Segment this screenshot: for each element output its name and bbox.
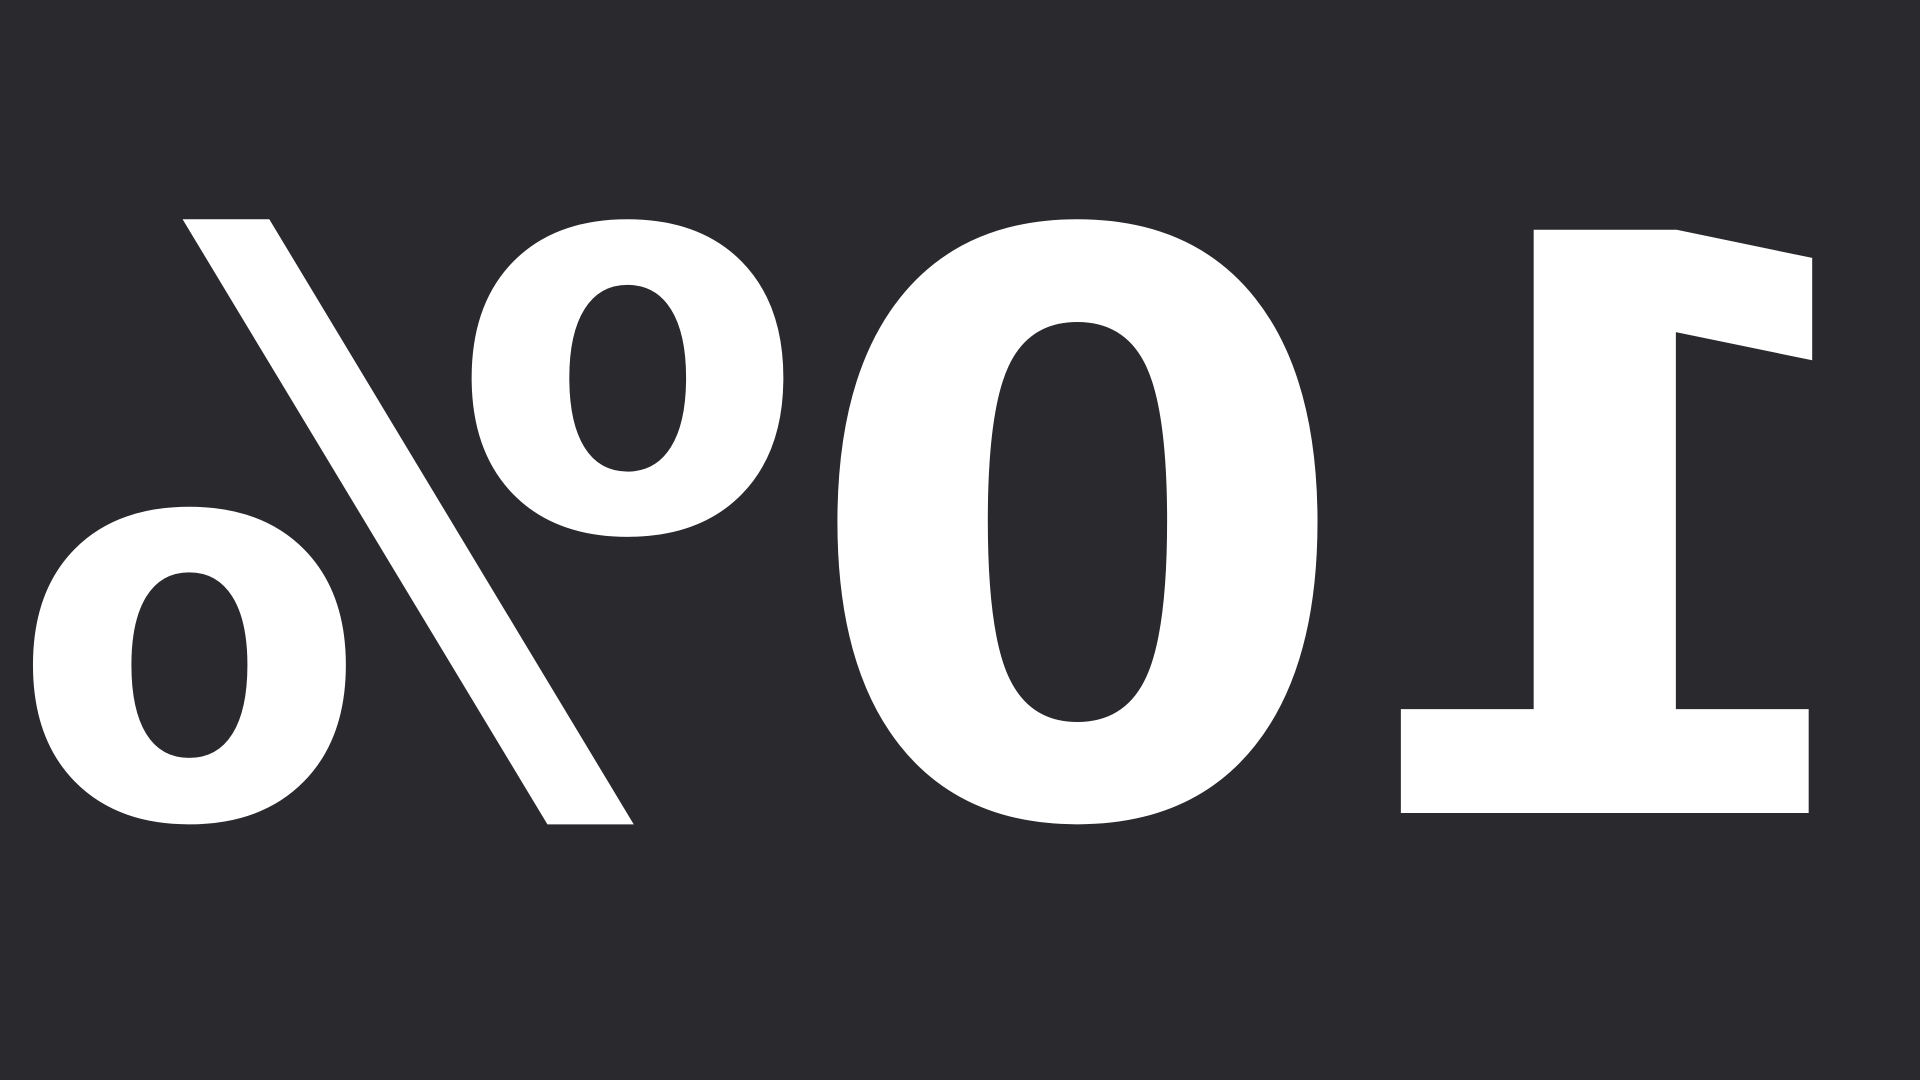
display-stage: 10%: [17, 70, 1903, 1002]
mirrored-percentage-text: 10%: [17, 70, 1903, 1002]
